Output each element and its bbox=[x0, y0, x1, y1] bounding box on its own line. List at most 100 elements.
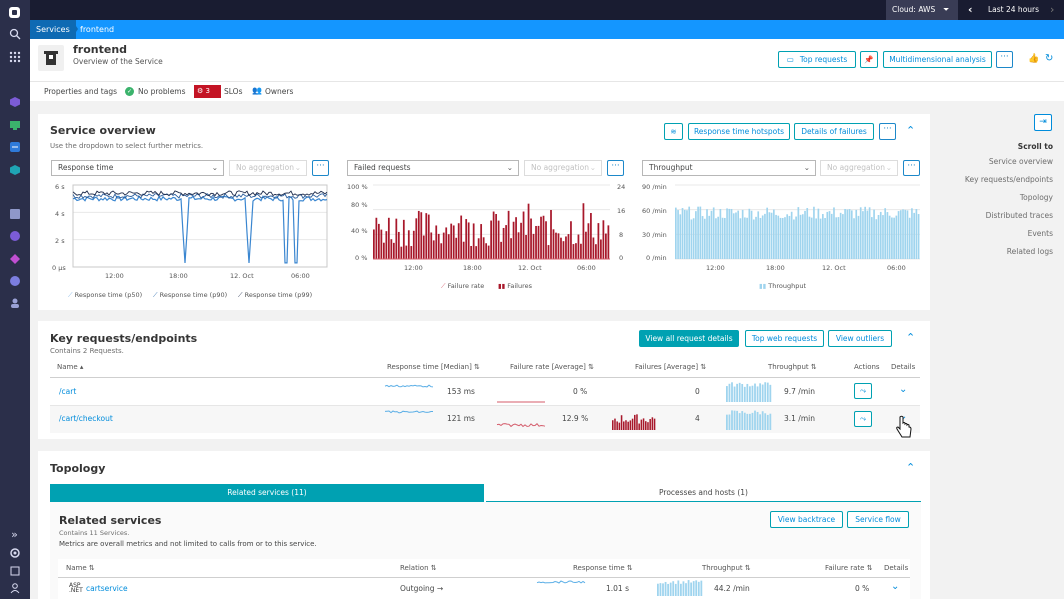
sparkline-bar bbox=[614, 418, 616, 430]
thumbs-up-icon[interactable]: 👍 bbox=[1028, 54, 1040, 64]
tab-processes-and-hosts[interactable]: Processes and hosts (1) bbox=[486, 484, 921, 502]
chart-1-more-button[interactable]: ··· bbox=[312, 160, 329, 176]
refresh-icon[interactable]: ↻ bbox=[1045, 53, 1054, 64]
rs-col-response-time[interactable]: Response time ⇅ bbox=[573, 564, 633, 572]
nav-key-requests[interactable]: Key requests/endpoints bbox=[964, 175, 1053, 184]
expand-details-icon[interactable]: ⌄ bbox=[899, 384, 908, 395]
apps-grid-icon[interactable] bbox=[7, 49, 22, 64]
aggregation-dropdown-2[interactable]: No aggregation ⌄ bbox=[524, 160, 602, 176]
service-name-link[interactable]: cartservice bbox=[86, 584, 128, 593]
slos-link[interactable]: SLOs bbox=[224, 87, 243, 96]
rs-col-relation[interactable]: Relation ⇅ bbox=[400, 564, 437, 572]
request-name-link[interactable]: /cart bbox=[59, 387, 77, 396]
row-action-button[interactable]: ⤳ bbox=[854, 411, 872, 427]
top-web-requests-button[interactable]: Top web requests bbox=[745, 330, 824, 347]
pin-button[interactable]: 📌 bbox=[860, 51, 878, 68]
expand-details-icon[interactable]: ⌄ bbox=[891, 581, 900, 592]
view-backtrace-button[interactable]: View backtrace bbox=[770, 511, 843, 528]
table-row[interactable]: /cart/checkout 121 ms 12.9 % 4 3.1 /min … bbox=[50, 406, 920, 433]
breadcrumb-frontend[interactable]: frontend bbox=[80, 25, 115, 34]
collapse-overview-icon[interactable]: ⌃ bbox=[906, 124, 916, 137]
row-action-button[interactable]: ⤳ bbox=[854, 383, 872, 399]
layers-button[interactable]: ≋ bbox=[664, 123, 683, 140]
cloud-filter[interactable]: Cloud: AWS ⏷ bbox=[886, 0, 958, 20]
no-problems-link[interactable]: No problems bbox=[138, 87, 186, 96]
throughput-bar bbox=[833, 207, 835, 259]
nav-distributed-traces[interactable]: Distributed traces bbox=[985, 211, 1053, 220]
collapse-key-requests-icon[interactable]: ⌃ bbox=[906, 331, 916, 344]
dynatrace-logo-icon[interactable] bbox=[7, 5, 22, 20]
col-failure-rate-header[interactable]: Failure rate [Average] ⇅ bbox=[510, 363, 594, 371]
tp-legend: ▮▮ Throughput bbox=[759, 282, 806, 290]
slo-badge[interactable]: ⚙ 3 bbox=[194, 85, 221, 98]
slo-count: 3 bbox=[205, 87, 210, 95]
col-throughput-header[interactable]: Throughput ⇅ bbox=[768, 363, 817, 371]
sparkline-bar bbox=[667, 583, 670, 596]
table-row[interactable]: /cart 153 ms 0 % 0 9.7 /min ⤳ ⌄ bbox=[50, 378, 920, 405]
timeframe-selector[interactable]: ‹ Last 24 hours › bbox=[960, 0, 1064, 20]
metric-dropdown-2[interactable]: Failed requests ⌄ bbox=[347, 160, 519, 176]
fr-ytick: 100 % bbox=[347, 183, 368, 191]
chart-3-more-button[interactable]: ··· bbox=[903, 160, 920, 176]
throughput-bar bbox=[799, 214, 802, 259]
nav-service-overview[interactable]: Service overview bbox=[988, 157, 1053, 166]
collapse-panel-icon[interactable]: ⇥ bbox=[1034, 114, 1052, 131]
col-failures-header[interactable]: Failures [Average] ⇅ bbox=[635, 363, 707, 371]
col-response-time-header[interactable]: Response time [Median] ⇅ bbox=[387, 363, 480, 371]
response-time-hotspots-button[interactable]: Response time hotspots bbox=[688, 123, 790, 140]
aggregation-dropdown-1[interactable]: No aggregation ⌄ bbox=[229, 160, 307, 176]
user-icon[interactable] bbox=[7, 295, 22, 310]
overview-more-button[interactable]: ··· bbox=[879, 123, 896, 140]
tp-ytick: 90 /min bbox=[642, 183, 667, 191]
monitor-icon[interactable] bbox=[7, 117, 22, 132]
sparkline-bar bbox=[766, 414, 769, 430]
account-icon[interactable] bbox=[7, 580, 22, 595]
analyze-icon[interactable] bbox=[7, 228, 22, 243]
throughput-bar bbox=[768, 212, 771, 259]
settings-icon[interactable] bbox=[7, 545, 22, 560]
collapse-topology-icon[interactable]: ⌃ bbox=[906, 461, 916, 474]
chevron-left-icon[interactable]: ‹ bbox=[968, 3, 973, 16]
globe-icon[interactable] bbox=[7, 273, 22, 288]
rs-col-failure-rate[interactable]: Failure rate ⇅ bbox=[825, 564, 873, 572]
owners-link[interactable]: Owners bbox=[265, 87, 294, 96]
hexagon-icon[interactable] bbox=[7, 162, 22, 177]
chevron-right-icon[interactable]: › bbox=[1050, 3, 1055, 16]
rs-col-throughput[interactable]: Throughput ⇅ bbox=[702, 564, 751, 572]
col-details-header: Details bbox=[891, 363, 916, 371]
filter-icon: ⏷ bbox=[943, 5, 950, 14]
rs-col-name[interactable]: Name ⇅ bbox=[66, 564, 95, 572]
col-name-header[interactable]: Name ▴ bbox=[57, 363, 84, 371]
more-actions-button[interactable]: ··· bbox=[996, 51, 1013, 68]
workflow-icon[interactable] bbox=[7, 251, 22, 266]
nav-topology[interactable]: Topology bbox=[1019, 193, 1053, 202]
nav-related-logs[interactable]: Related logs bbox=[1006, 247, 1053, 256]
chart-2-more-button[interactable]: ··· bbox=[607, 160, 624, 176]
view-outliers-button[interactable]: View outliers bbox=[828, 330, 892, 347]
aggregation-dropdown-3[interactable]: No aggregation ⌄ bbox=[820, 160, 898, 176]
breadcrumb-services[interactable]: Services bbox=[30, 20, 76, 39]
properties-and-tags-link[interactable]: Properties and tags bbox=[44, 87, 117, 96]
failures-bar bbox=[567, 234, 570, 259]
expand-sidebar-icon[interactable]: » bbox=[11, 528, 18, 541]
details-of-failures-button[interactable]: Details of failures bbox=[794, 123, 874, 140]
log-icon[interactable] bbox=[7, 206, 22, 221]
service-flow-button[interactable]: Service flow bbox=[847, 511, 909, 528]
cube-icon[interactable] bbox=[7, 94, 22, 109]
metric-dropdown-3[interactable]: Throughput ⌄ bbox=[642, 160, 816, 176]
throughput-bar bbox=[746, 217, 748, 259]
nav-events[interactable]: Events bbox=[1027, 229, 1053, 238]
rt-xtick: 18:00 bbox=[169, 272, 188, 280]
response-time-sparkline bbox=[536, 580, 586, 584]
multidimensional-analysis-button[interactable]: Multidimensional analysis bbox=[883, 51, 992, 68]
failures-bar bbox=[542, 215, 545, 259]
notifications-icon[interactable] bbox=[7, 563, 22, 578]
database-icon[interactable] bbox=[7, 139, 22, 154]
table-row[interactable]: ASP .NET cartservice Outgoing → 1.01 s 44… bbox=[58, 578, 910, 599]
request-name-link[interactable]: /cart/checkout bbox=[59, 414, 113, 423]
top-requests-button[interactable]: ▭ Top requests bbox=[778, 51, 856, 68]
view-all-request-details-button[interactable]: View all request details bbox=[639, 330, 739, 347]
search-icon[interactable] bbox=[7, 26, 22, 41]
metric-dropdown-1[interactable]: Response time ⌄ bbox=[51, 160, 224, 176]
tab-related-services[interactable]: Related services (11) bbox=[50, 484, 484, 502]
